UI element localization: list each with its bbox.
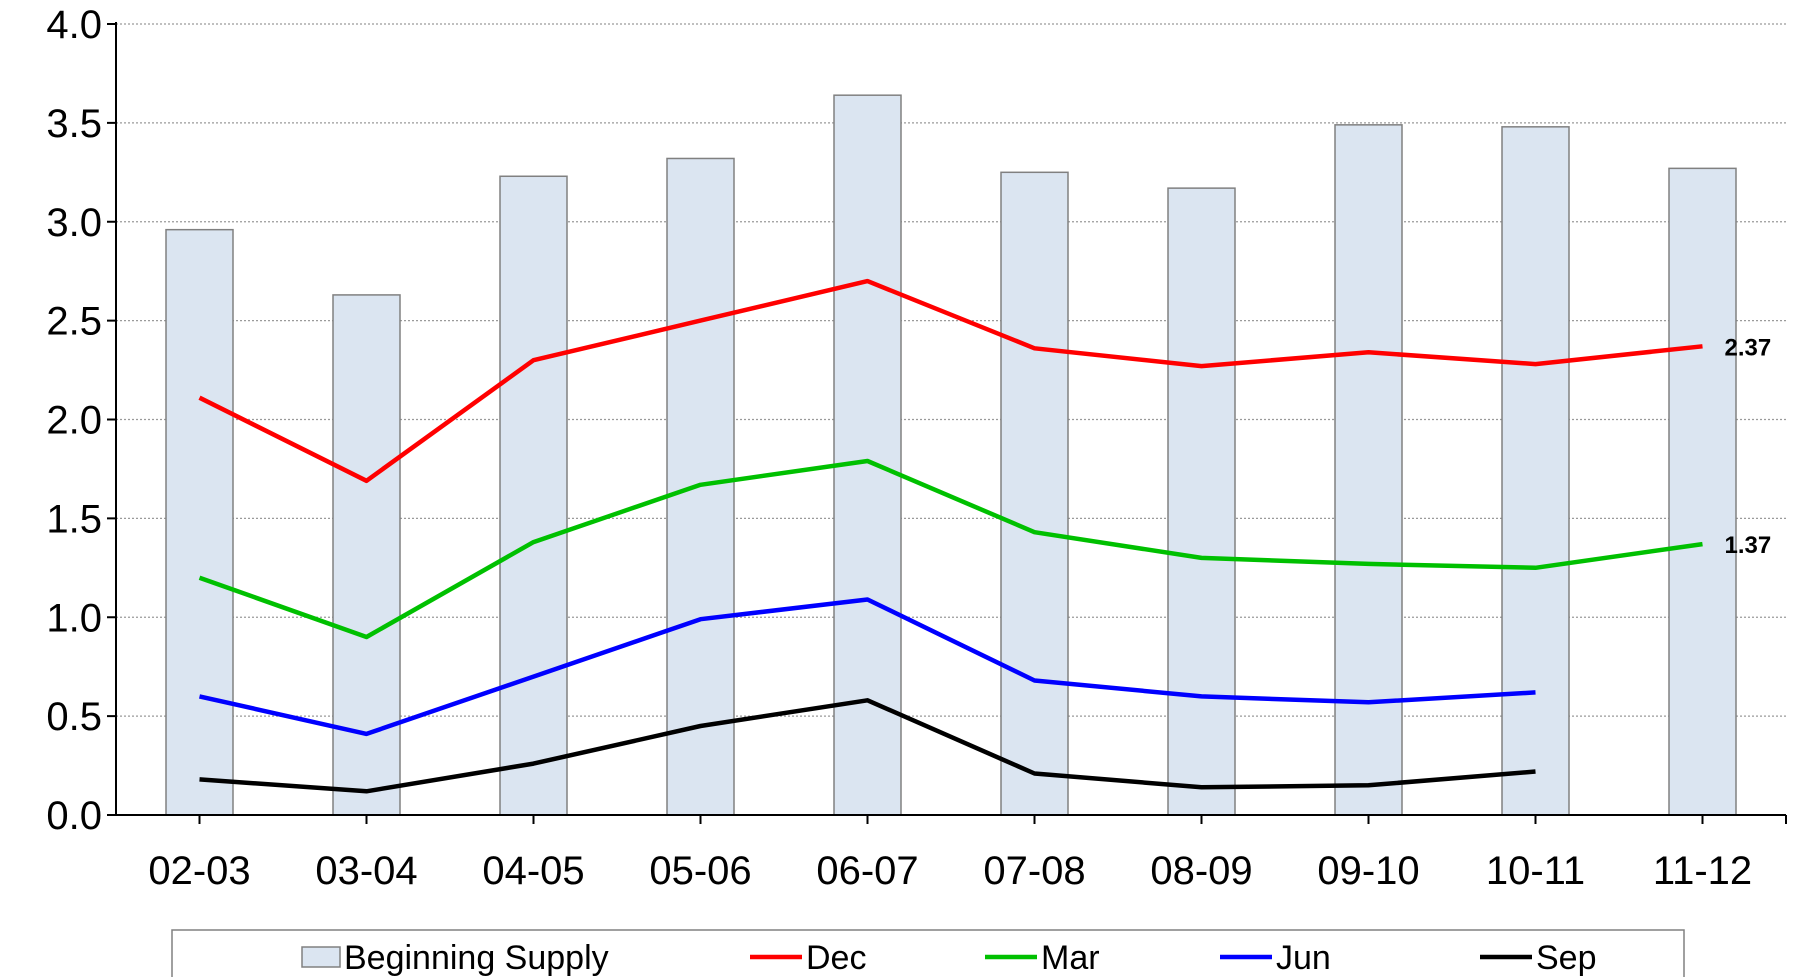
series-line-sep <box>199 698 1536 794</box>
y-tick-label-5: 2.5 <box>46 300 102 344</box>
bar-04-05 <box>499 175 568 816</box>
x-tick-label-07-08: 07-08 <box>983 849 1085 893</box>
legend-label-dec: Dec <box>806 939 866 977</box>
legend-label-jun: Jun <box>1276 939 1331 977</box>
series-line-dec <box>198 278 1703 484</box>
bar-06-07 <box>833 94 902 816</box>
bar-10-11 <box>1501 126 1570 816</box>
data-label-dec: 2.37 <box>1725 334 1772 361</box>
x-tick-label-06-07: 06-07 <box>816 849 918 893</box>
data-label-mar: 1.37 <box>1725 532 1772 559</box>
x-tick-label-02-03: 02-03 <box>148 849 250 893</box>
x-tick-label-08-09: 08-09 <box>1150 849 1252 893</box>
y-tick-label-7: 3.5 <box>46 102 102 146</box>
series-line-jun <box>199 597 1536 737</box>
legend-label-beginning-supply: Beginning Supply <box>344 939 609 977</box>
bar-03-04 <box>332 294 401 816</box>
y-tick-label-4: 2.0 <box>46 399 102 443</box>
legend-swatch-beginning-supply <box>301 946 341 968</box>
y-tick-label-6: 3.0 <box>46 201 102 245</box>
y-tick-label-1: 0.5 <box>46 695 102 739</box>
x-tick-label-10-11: 10-11 <box>1486 849 1585 893</box>
legend-label-mar: Mar <box>1041 939 1100 977</box>
x-tick-label-03-04: 03-04 <box>315 849 417 893</box>
x-tick-label-09-10: 09-10 <box>1317 849 1419 893</box>
y-tick-label-3: 1.5 <box>46 497 102 541</box>
bar-08-09 <box>1167 187 1236 816</box>
bar-02-03 <box>165 228 234 816</box>
y-tick-label-8: 4.0 <box>46 3 102 47</box>
y-tick-label-2: 1.0 <box>46 596 102 640</box>
x-tick-label-11-12: 11-12 <box>1653 849 1752 893</box>
x-tick-label-05-06: 05-06 <box>649 849 751 893</box>
y-tick-label-0: 0.0 <box>46 794 102 838</box>
bar-11-12 <box>1668 167 1737 816</box>
x-tick-label-04-05: 04-05 <box>482 849 584 893</box>
legend-label-sep: Sep <box>1536 939 1597 977</box>
bar-07-08 <box>1000 171 1069 816</box>
bar-09-10 <box>1334 124 1403 816</box>
series-line-mar <box>198 458 1703 640</box>
legend <box>171 929 1685 977</box>
